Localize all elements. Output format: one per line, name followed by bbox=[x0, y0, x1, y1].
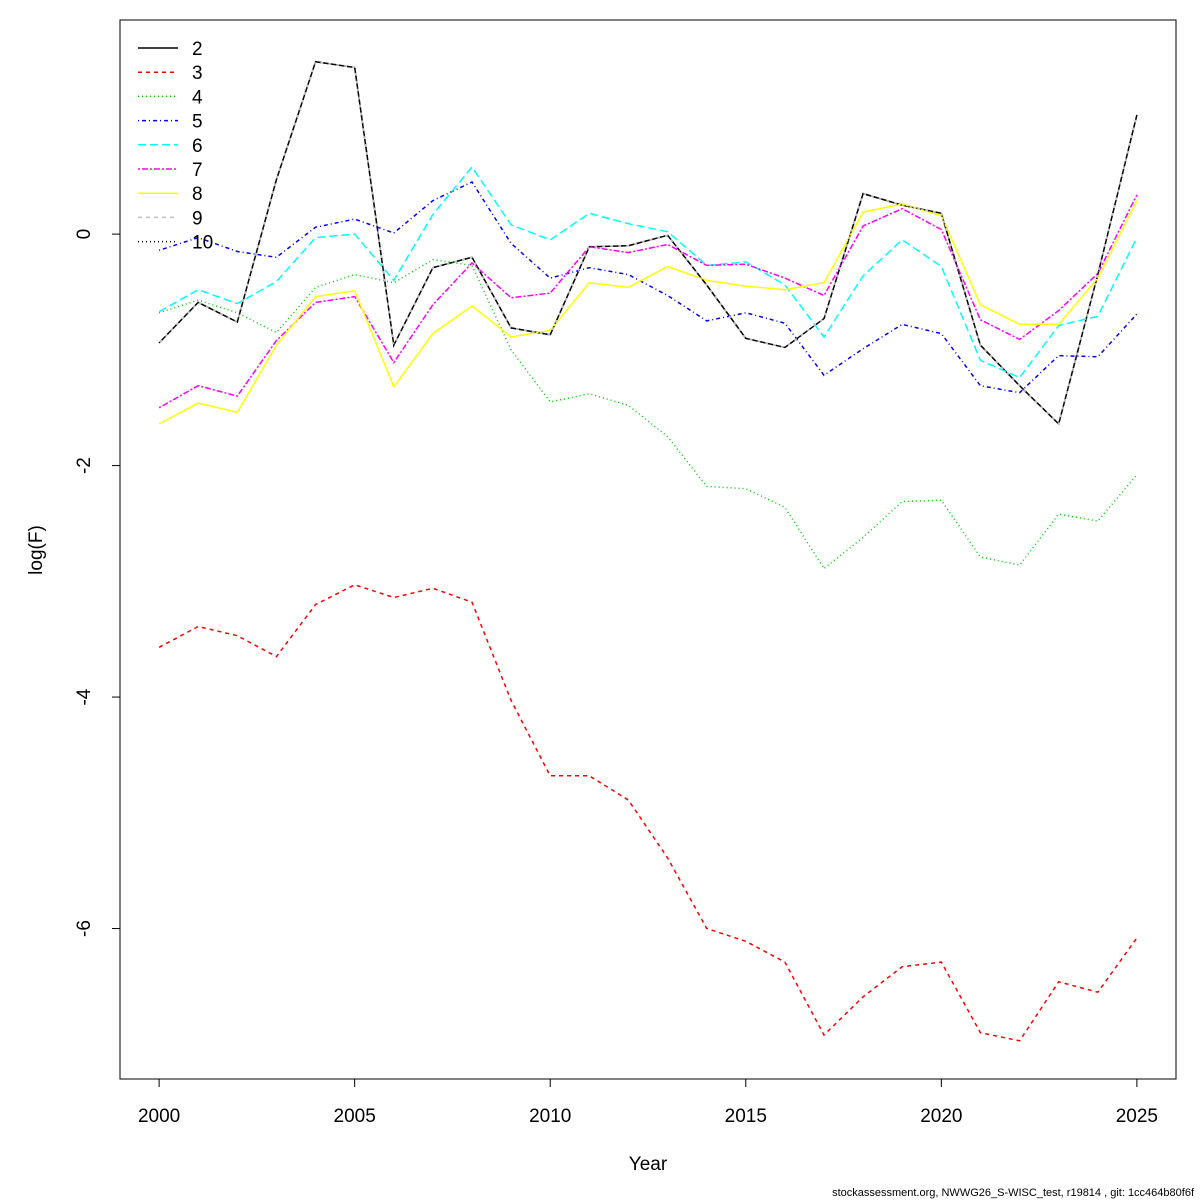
y-tick-label: -2 bbox=[74, 457, 95, 474]
series-line bbox=[158, 60, 1138, 426]
x-tick-label: 2005 bbox=[334, 1106, 376, 1127]
series-line bbox=[158, 60, 1138, 426]
x-tick-label: 2000 bbox=[138, 1106, 180, 1127]
series-line bbox=[158, 194, 1138, 409]
y-axis-label: log(F) bbox=[26, 525, 47, 575]
y-tick-label: 0 bbox=[74, 229, 95, 240]
series-line bbox=[158, 200, 1138, 425]
legend-label: 6 bbox=[192, 136, 203, 157]
x-tick-label: 2025 bbox=[1116, 1106, 1158, 1127]
legend-label: 10 bbox=[192, 233, 213, 254]
series-line bbox=[158, 181, 1138, 394]
legend-label: 7 bbox=[192, 160, 203, 181]
x-axis-label: Year bbox=[629, 1154, 668, 1175]
legend-label: 2 bbox=[192, 39, 203, 60]
legend-label: 4 bbox=[192, 87, 203, 108]
legend-label: 3 bbox=[192, 63, 203, 84]
y-tick-label: -6 bbox=[74, 920, 95, 937]
legend-label: 9 bbox=[192, 208, 203, 229]
series-line bbox=[158, 583, 1138, 1042]
x-tick-label: 2015 bbox=[725, 1106, 767, 1127]
series-line bbox=[158, 165, 1138, 379]
legend-label: 5 bbox=[192, 112, 203, 133]
footnote: stockassessment.org, NWWG26_S-WISC_test,… bbox=[832, 1187, 1195, 1199]
series-line bbox=[158, 258, 1138, 570]
legend-label: 8 bbox=[192, 184, 203, 205]
x-tick-label: 2010 bbox=[529, 1106, 571, 1127]
x-tick-label: 2020 bbox=[920, 1106, 962, 1127]
series-line bbox=[158, 60, 1138, 426]
y-tick-label: -4 bbox=[74, 688, 95, 705]
plot-frame bbox=[119, 19, 1177, 1080]
